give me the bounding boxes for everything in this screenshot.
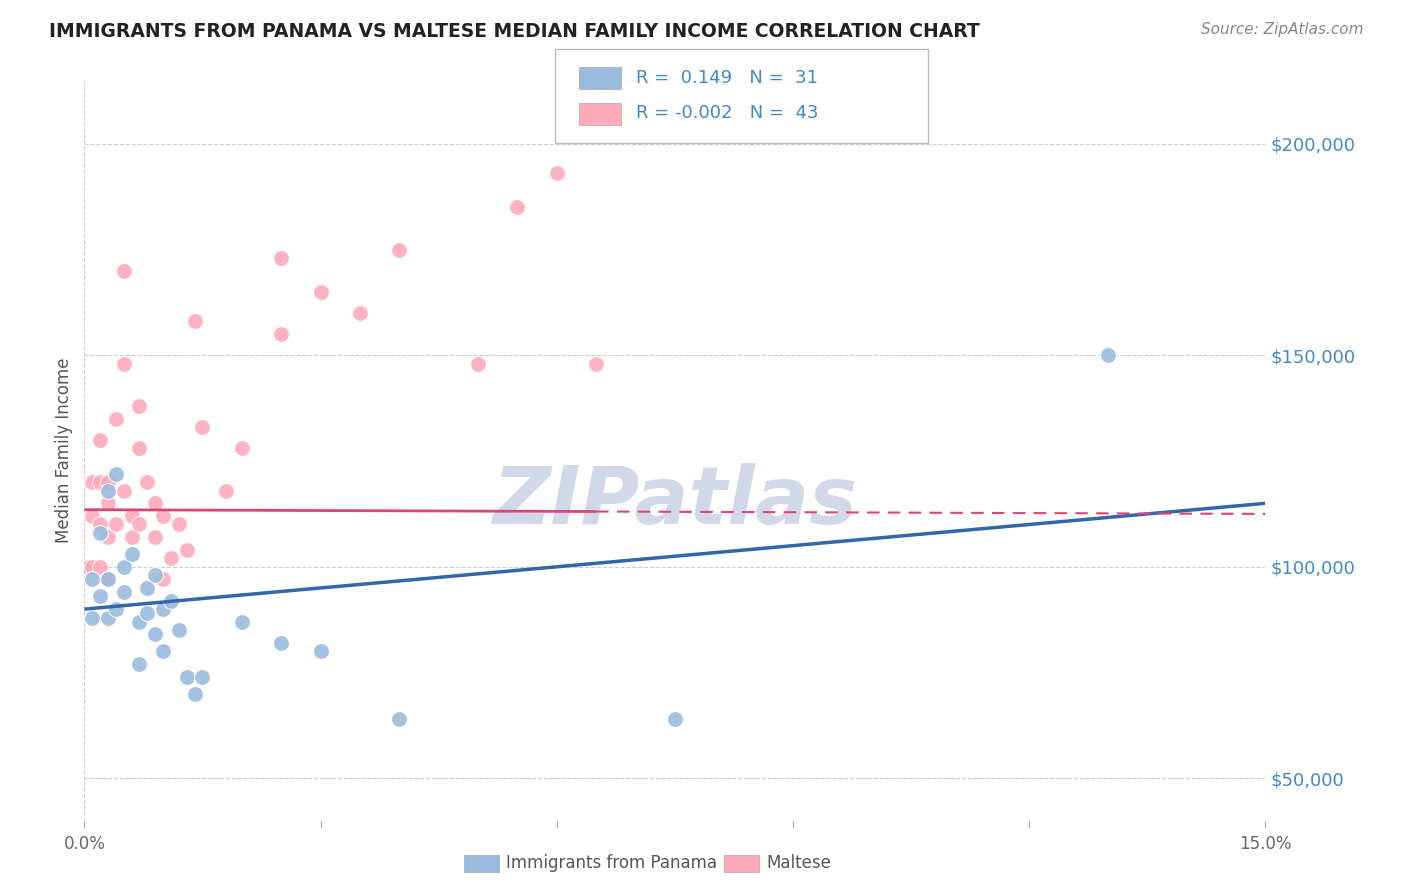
Point [89,525,111,540]
Point [128,615,150,629]
Text: ZIPatlas: ZIPatlas [492,463,858,541]
Y-axis label: Median Family Income: Median Family Income [55,358,73,543]
Point [97,475,120,490]
Point [112,263,135,277]
Point [77,559,100,574]
Point [388,243,411,257]
Point [112,357,135,371]
Point [112,559,135,574]
Point [231,442,253,456]
Point [270,327,292,342]
Point [136,607,159,621]
Point [152,573,174,587]
Point [546,166,568,180]
Point [585,357,607,371]
Point [388,712,411,726]
Point [176,542,198,557]
Point [176,670,198,684]
Point [152,602,174,616]
Point [160,551,183,566]
Point [664,712,686,726]
Point [89,590,111,604]
Point [89,517,111,532]
Point [97,496,120,510]
Point [136,581,159,595]
Point [128,657,150,672]
Text: Immigrants from Panama: Immigrants from Panama [506,855,717,872]
Point [270,251,292,265]
Point [104,602,127,616]
Point [167,517,190,532]
Point [82,509,104,524]
Point [82,573,104,587]
Point [104,517,127,532]
Point [191,420,214,434]
Text: Maltese: Maltese [766,855,831,872]
Text: R =  0.149   N =  31: R = 0.149 N = 31 [636,69,817,87]
Point [104,467,127,481]
Point [128,399,150,413]
Point [183,314,205,328]
Point [89,475,111,490]
Point [136,475,159,490]
Point [309,644,332,658]
Point [121,509,143,524]
Point [183,687,205,701]
Point [128,442,150,456]
Point [270,636,292,650]
Point [191,670,214,684]
Point [215,483,238,498]
Point [467,357,489,371]
Text: IMMIGRANTS FROM PANAMA VS MALTESE MEDIAN FAMILY INCOME CORRELATION CHART: IMMIGRANTS FROM PANAMA VS MALTESE MEDIAN… [49,22,980,41]
Point [82,559,104,574]
Point [1097,348,1119,362]
Point [121,530,143,544]
Point [152,644,174,658]
Point [82,610,104,624]
Point [82,475,104,490]
Point [104,411,127,425]
Point [160,593,183,607]
Point [97,530,120,544]
Point [231,615,253,629]
Point [97,483,120,498]
Point [128,517,150,532]
Point [112,585,135,599]
Point [121,547,143,561]
Point [143,530,166,544]
Point [309,285,332,299]
Point [167,624,190,638]
Point [143,568,166,582]
Point [89,433,111,447]
Text: Source: ZipAtlas.com: Source: ZipAtlas.com [1201,22,1364,37]
Point [506,200,529,214]
Point [97,573,120,587]
Point [143,627,166,641]
Point [89,559,111,574]
Point [97,573,120,587]
Text: R = -0.002   N =  43: R = -0.002 N = 43 [636,104,818,122]
Point [143,496,166,510]
Point [112,483,135,498]
Point [97,610,120,624]
Point [152,509,174,524]
Point [349,306,371,320]
